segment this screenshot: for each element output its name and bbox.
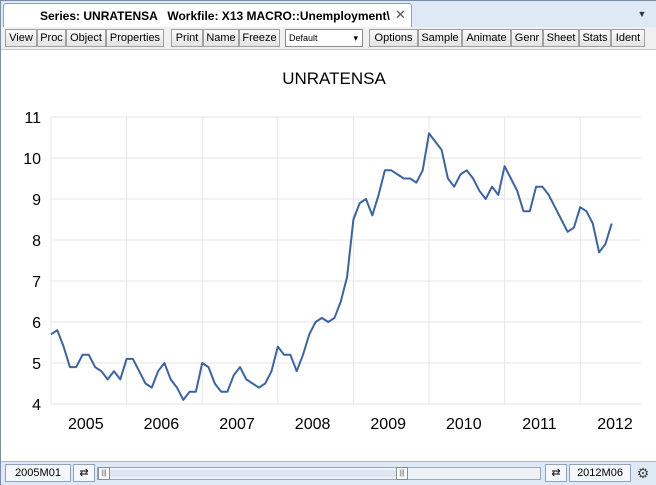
y-tick-label: 9: [32, 192, 41, 209]
gear-icon[interactable]: ⚙: [636, 465, 650, 481]
view-button[interactable]: View: [5, 29, 37, 47]
y-tick-label: 11: [24, 110, 41, 127]
status-bar: 2005M01 ⇄ ||| ||| ⇄ 2012M06 ⚙: [1, 461, 656, 485]
object-button[interactable]: Object: [66, 29, 106, 47]
line-chart: 4 5 6 7 8 9 10 11 2005 2006 2007 2008 2009 2010 2011 2…: [23, 69, 641, 433]
scroll-end-handle[interactable]: |||: [396, 467, 408, 480]
graph-template-select[interactable]: Default ▾: [285, 29, 363, 47]
x-tick-label: 2005: [68, 416, 104, 433]
chart-title: UNRATENSA: [282, 69, 386, 88]
chevron-down-icon: ▾: [353, 33, 358, 43]
ident-button[interactable]: Ident: [611, 29, 645, 47]
freeze-button[interactable]: Freeze: [239, 29, 280, 47]
sample-button[interactable]: Sample: [418, 29, 462, 47]
y-tick-label: 5: [32, 356, 41, 373]
x-tick-label: 2009: [370, 416, 406, 433]
animate-button[interactable]: Animate: [462, 29, 511, 47]
series-tab[interactable]: Series: UNRATENSA Workfile: X13 MACRO::U…: [3, 3, 412, 27]
options-button[interactable]: Options: [369, 29, 418, 47]
y-tick-label: 10: [23, 151, 41, 168]
x-tick-label: 2010: [446, 416, 482, 433]
x-tick-label: 2007: [219, 416, 255, 433]
toolbar: View Proc Object Properties Print Name F…: [1, 27, 656, 50]
properties-button[interactable]: Properties: [106, 29, 164, 47]
x-tick-label: 2008: [295, 416, 331, 433]
x-tick-label: 2012: [597, 416, 633, 433]
print-button[interactable]: Print: [171, 29, 203, 47]
series-line: [50, 132, 613, 401]
x-tick-label: 2011: [522, 416, 557, 433]
sample-scrollbar[interactable]: ||| |||: [97, 467, 541, 480]
y-tick-label: 7: [32, 274, 41, 291]
y-tick-label: 6: [32, 315, 41, 332]
shift-right-icon[interactable]: ⇄: [545, 464, 567, 482]
sheet-button[interactable]: Sheet: [543, 29, 579, 47]
x-tick-label: 2006: [144, 416, 180, 433]
window-title: Series: UNRATENSA Workfile: X13 MACRO::U…: [40, 9, 390, 23]
y-tick-label: 8: [32, 233, 41, 250]
stats-button[interactable]: Stats: [579, 29, 611, 47]
name-button[interactable]: Name: [203, 29, 239, 47]
close-icon[interactable]: ✕: [395, 7, 406, 22]
scroll-start-handle[interactable]: |||: [98, 467, 110, 480]
sample-start-label: 2005M01: [5, 464, 71, 482]
proc-button[interactable]: Proc: [37, 29, 66, 47]
window-title-bar: Series: UNRATENSA Workfile: X13 MACRO::U…: [1, 1, 656, 27]
genr-button[interactable]: Genr: [511, 29, 543, 47]
chevron-down-icon[interactable]: ▼: [637, 9, 647, 19]
shift-left-icon[interactable]: ⇄: [73, 464, 95, 482]
y-tick-label: 4: [32, 397, 41, 414]
sample-end-label: 2012M06: [569, 464, 631, 482]
select-value: Default: [289, 33, 318, 43]
scroll-range: [110, 470, 406, 477]
